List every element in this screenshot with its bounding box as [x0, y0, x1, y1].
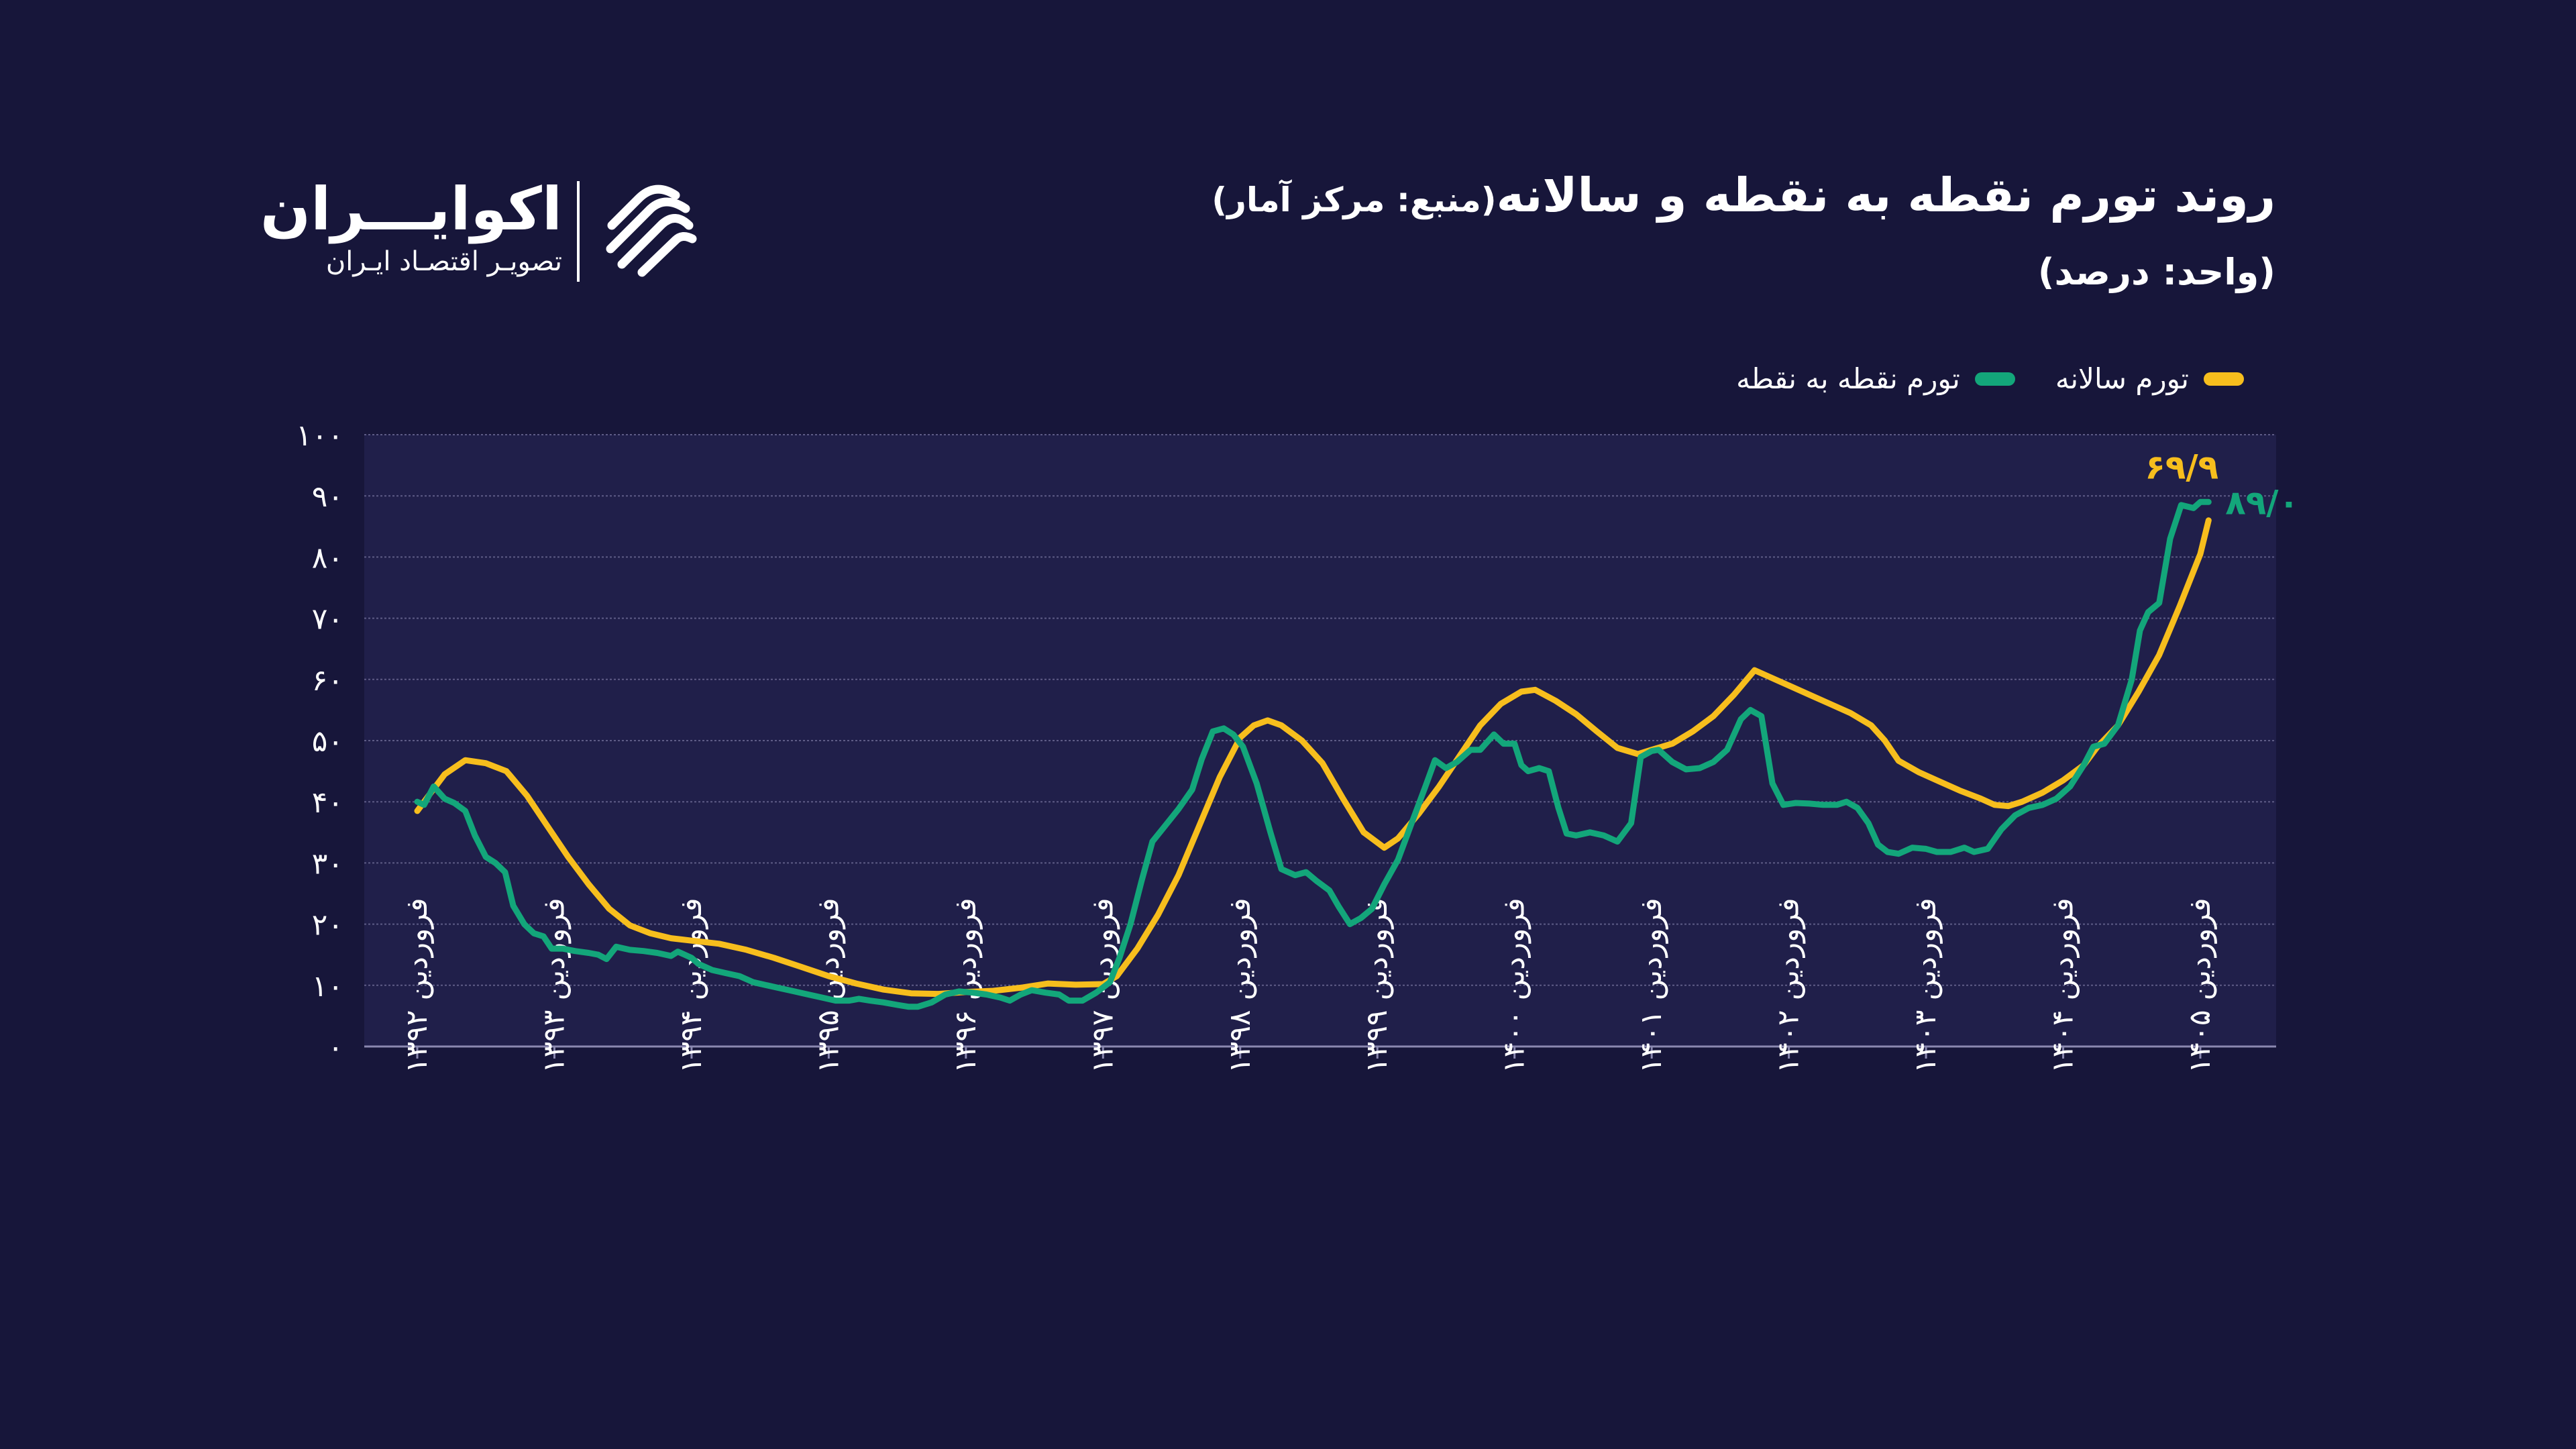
x-tick-label: فروردین ۱۳۹۶: [949, 898, 983, 1073]
chart-title-main: روند تورم نقطه به نقطه و سالانه: [1496, 168, 2275, 223]
y-tick-label: ۱۰: [312, 969, 343, 1004]
end-labels: ۶۹/۹۸۹/۰: [2145, 447, 2299, 522]
gridlines: [364, 434, 2276, 1048]
x-tick-label: فروردین ۱۳۹۵: [811, 898, 845, 1073]
x-tick-label: فروردین ۱۴۰۲: [1772, 898, 1806, 1073]
x-tick-label: فروردین ۱۴۰۱: [1634, 898, 1668, 1073]
x-tick-label: فروردین ۱۴۰۴: [2046, 898, 2080, 1073]
legend-label-yearly: تورم سالانه: [2055, 362, 2189, 395]
y-tick-label: ۴۰: [312, 786, 343, 820]
y-tick-label: ۸۰: [312, 541, 343, 575]
y-tick-label: ۳۰: [312, 847, 343, 881]
chart-unit: (واحد: درصد): [2037, 251, 2275, 293]
x-tick-label: فروردین ۱۳۹۴: [674, 898, 708, 1073]
end-label-yearly: ۶۹/۹: [2145, 447, 2218, 486]
legend: تورم سالانه تورم نقطه به نقطه: [1736, 362, 2244, 395]
ecoiran-logo-icon: [606, 184, 697, 277]
y-tick-label: ۲۰: [312, 908, 343, 943]
title-block: روند تورم نقطه به نقطه و سالانه(منبع: مر…: [1212, 168, 2275, 293]
legend-swatch-yearly: [2204, 372, 2244, 386]
x-tick-label: فروردین ۱۳۹۸: [1223, 898, 1257, 1073]
chart-title: روند تورم نقطه به نقطه و سالانه(منبع: مر…: [1212, 168, 2275, 223]
brand-name: اکوایـــران: [260, 174, 562, 244]
y-tick-label: ۱۰۰: [296, 419, 343, 453]
brand-text: اکوایـــران تصویـر اقتصـاد ایـران: [260, 174, 562, 280]
x-tick-label: فروردین ۱۴۰۳: [1909, 898, 1943, 1073]
legend-label-point: تورم نقطه به نقطه: [1736, 362, 1960, 395]
legend-item-yearly: تورم سالانه: [2055, 362, 2244, 395]
x-tick-label: فروردین ۱۴۰۰: [1497, 898, 1532, 1073]
y-tick-label: ۶۰: [312, 663, 343, 698]
end-label-point: ۸۹/۰: [2225, 483, 2299, 522]
series-line-point: [414, 498, 2212, 1010]
y-tick-label: ۹۰: [312, 480, 343, 514]
y-tick-label: ۷۰: [312, 602, 343, 637]
y-tick-label: ۰: [327, 1030, 343, 1065]
x-tick-label: فروردین ۱۳۹۹: [1360, 898, 1394, 1073]
series-lines: [414, 498, 2212, 1010]
chart-title-source: (منبع: مرکز آمار): [1212, 180, 1497, 219]
x-tick-label: فروردین ۱۳۹۳: [537, 898, 571, 1073]
brand-divider: [577, 181, 580, 282]
legend-swatch-point: [1974, 372, 2015, 386]
series-line-yearly: [414, 517, 2212, 998]
legend-item-point: تورم نقطه به نقطه: [1736, 362, 2015, 395]
y-tick-label: ۵۰: [312, 724, 343, 759]
x-tick-label: فروردین ۱۴۰۵: [2183, 898, 2217, 1073]
y-axis: ۰ ۱۰ ۲۰ ۳۰ ۴۰ ۵۰ ۶۰ ۷۰ ۸۰ ۹۰ ۱۰۰: [296, 419, 343, 1065]
x-axis: فروردین ۱۳۹۲ فروردین ۱۳۹۳ فروردین ۱۳۹۴ فرور…: [400, 898, 2217, 1073]
x-tick-label: فروردین ۱۳۹۲: [400, 898, 434, 1073]
brand-tagline: تصویـر اقتصـاد ایـران: [325, 246, 562, 277]
